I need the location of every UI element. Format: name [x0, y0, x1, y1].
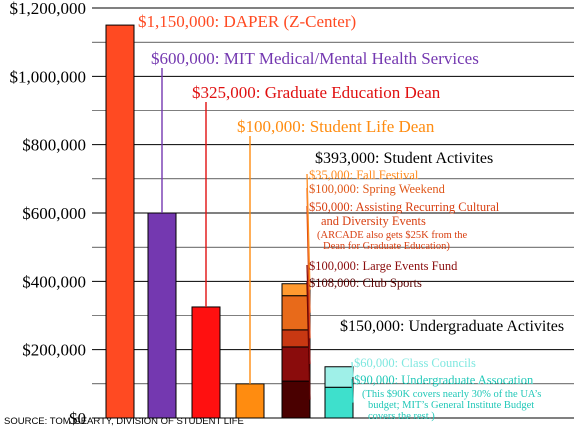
stack-0-segment-2: [281, 329, 311, 348]
stack-title: $150,000: Undergraduate Activites: [340, 318, 564, 335]
bar-0: [105, 24, 135, 419]
segment-label: $108,000: Club Sports: [309, 276, 422, 290]
stack-1-segment-0: [324, 386, 354, 419]
segment-label: $90,000: Undergraduate Assocation: [354, 373, 534, 387]
stack-0-segment-3: [281, 295, 311, 331]
segment-leader-line: [351, 378, 354, 403]
y-tick-label: $200,000: [22, 341, 86, 360]
stack-1-segment-1: [324, 366, 354, 388]
bar-label: $100,000: Student Life Dean: [237, 117, 435, 136]
stack-0-segment-0: [281, 380, 311, 419]
segment-label: $60,000: Class Councils: [354, 356, 476, 370]
y-axis: $0 $200,000 $400,000 $600,000 $800,000 $1,000…: [10, 0, 87, 428]
segment-leader-line: [351, 361, 354, 378]
stack-0-segment-4: [281, 283, 311, 297]
y-tick-label: $800,000: [22, 136, 86, 155]
segment-note: (ARCADE also gets $25K from the Dean for …: [317, 230, 468, 252]
y-tick-label: $1,000,000: [10, 67, 87, 86]
segment-label: $100,000: Large Events Fund: [309, 259, 458, 273]
y-tick-label: $1,200,000: [10, 0, 87, 18]
bar-3: [235, 383, 265, 419]
bar-labels: $1,150,000: DAPER (Z-Center) $600,000: MI…: [138, 12, 564, 422]
bar-label: $325,000: Graduate Education Dean: [192, 83, 441, 102]
stack-title: $393,000: Student Activites: [315, 150, 493, 167]
y-tick-label: $400,000: [22, 272, 86, 291]
source-note: SOURCE: TOM GEARTY, DIVISION OF STUDENT …: [4, 416, 244, 427]
segment-leader-line: [306, 264, 311, 365]
bar-label: $1,150,000: DAPER (Z-Center): [138, 12, 356, 31]
label-connectors: [161, 68, 354, 403]
y-tick-label: $0: [69, 409, 86, 428]
segment-label: $35,000: Fall Festival: [309, 168, 419, 182]
bar-2: [191, 306, 221, 419]
y-tick-label: $600,000: [22, 204, 86, 223]
bar-1: [147, 212, 177, 419]
stack-0-segment-1: [281, 346, 311, 382]
segment-label: $50,000: Assisting Recurring Cultural and…: [309, 200, 500, 228]
segment-leader-line: [306, 173, 311, 290]
segment-note: (This $90K covers nearly 30% of the UA’s…: [362, 389, 541, 422]
bar-label: $600,000: MIT Medical/Mental Health Serv…: [151, 49, 479, 68]
segment-label: $100,000: Spring Weekend: [309, 182, 446, 196]
